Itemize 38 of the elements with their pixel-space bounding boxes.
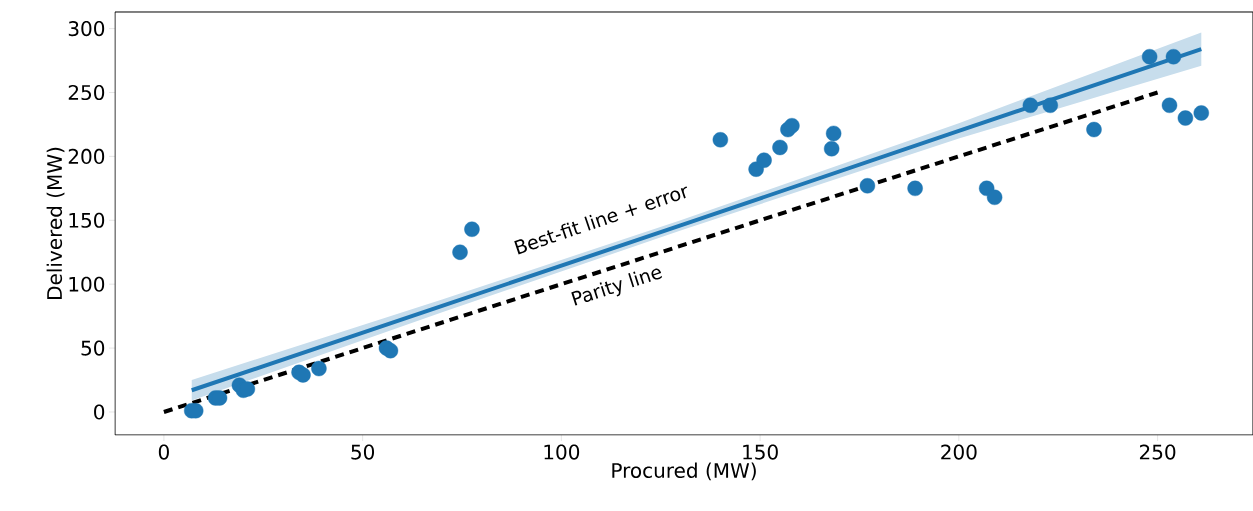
point <box>1086 121 1102 138</box>
y-tick-label: 300 <box>68 21 105 37</box>
x-tick-label: 200 <box>941 444 977 460</box>
x-tick-label: 150 <box>743 444 778 460</box>
x-tick-label: 100 <box>544 444 580 460</box>
y-tick-label: 100 <box>69 276 105 292</box>
point <box>1193 105 1209 121</box>
point <box>1165 49 1182 65</box>
point <box>823 141 840 157</box>
point <box>464 221 480 237</box>
point <box>986 189 1003 205</box>
x-tick-label: 50 <box>351 444 375 460</box>
point <box>311 360 327 377</box>
y-tick-label: 250 <box>68 84 105 101</box>
y-tick-label: 150 <box>69 212 105 228</box>
point <box>1141 49 1158 65</box>
point <box>382 342 399 359</box>
point <box>756 152 772 168</box>
x-tick-label: 0 <box>158 444 169 460</box>
point <box>772 139 788 156</box>
y-tick-label: 200 <box>68 148 105 164</box>
point <box>1022 97 1039 113</box>
annotation: Parity line <box>571 268 663 306</box>
point <box>825 125 842 142</box>
x-tick-label: 250 <box>1139 444 1176 460</box>
point <box>907 180 923 197</box>
x-axis-title: Procured (MW) <box>612 462 756 481</box>
point <box>859 178 876 194</box>
point <box>1042 97 1058 113</box>
point <box>1161 97 1178 113</box>
point <box>784 118 800 134</box>
point <box>1177 110 1194 126</box>
y-axis-title: Delivered (MW) <box>46 147 65 299</box>
y-tick-label: 50 <box>81 340 105 356</box>
point <box>712 132 729 148</box>
point <box>295 367 311 383</box>
point <box>452 244 468 260</box>
y-tick-label: 0 <box>94 404 105 420</box>
